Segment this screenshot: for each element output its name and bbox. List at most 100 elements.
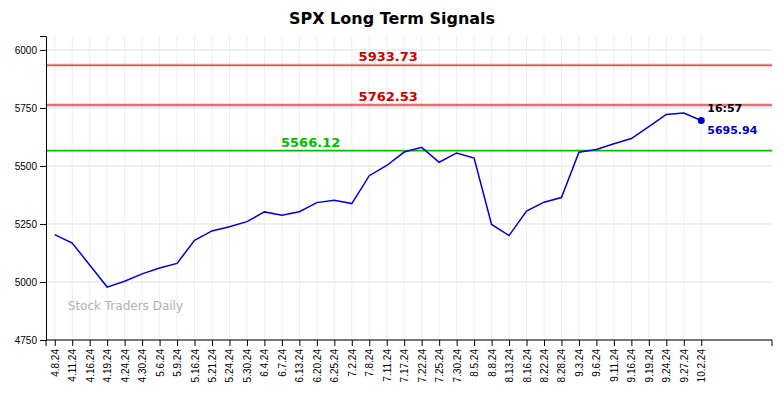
x-grid-line (229, 36, 230, 340)
plot: Stock Traders Daily5933.735762.535566.12… (15, 36, 772, 382)
x-tick-label: 9.24.24 (661, 349, 672, 383)
x-tick: 8.13.24 (504, 340, 515, 382)
x-grid-line (491, 36, 492, 340)
x-tick: 6.25.24 (329, 340, 340, 382)
y-tick-label: 5250 (15, 219, 38, 230)
x-tick-label: 6.13.24 (294, 349, 305, 383)
x-grid-line (89, 36, 90, 340)
x-tick-label: 8.22.24 (539, 349, 550, 383)
marks (46, 63, 772, 287)
x-tick-label: 5.6.24 (155, 349, 166, 377)
x-tick-mark (666, 340, 667, 346)
x-tick: 8.8.24 (487, 340, 498, 377)
x-tick: 10.2.24 (696, 340, 707, 382)
x-tick-label: 5.9.24 (172, 349, 183, 377)
x-tick-mark (334, 340, 335, 346)
x-tick-label: 8.13.24 (504, 349, 515, 383)
x-tick-mark (107, 340, 108, 346)
y-grid-line (46, 281, 772, 282)
x-tick-label: 9.19.24 (644, 349, 655, 383)
signal-label: 5933.73 (359, 49, 418, 64)
x-tick-mark (439, 340, 440, 346)
x-tick-mark (229, 340, 230, 346)
x-tick-mark (72, 340, 73, 346)
x-tick-mark (527, 340, 528, 346)
x-grid-line (701, 36, 702, 340)
x-tick: 9.24.24 (661, 340, 672, 382)
y-tick-mark (40, 50, 46, 51)
x-grid-line (474, 36, 475, 340)
last-point (698, 117, 705, 124)
x-grid-line (124, 36, 125, 340)
x-tick-label: 8.8.24 (487, 349, 498, 377)
x-tick-mark (457, 340, 458, 346)
x-tick-label: 7.2.24 (347, 349, 358, 377)
y-grid-line (46, 165, 772, 166)
x-tick-mark (509, 340, 510, 346)
y-tick-label: 4750 (15, 335, 38, 346)
x-tick: 7.30.24 (452, 340, 463, 382)
x-tick-label: 5.30.24 (242, 349, 253, 383)
x-tick-label: 4.8.24 (50, 349, 61, 377)
x-tick-label: 5.21.24 (207, 349, 218, 383)
x-tick: 9.6.24 (591, 340, 602, 377)
y-tick-label: 6000 (15, 45, 38, 56)
x-grid-line (72, 36, 73, 340)
x-grid-line (264, 36, 265, 340)
y-tick: 5250 (15, 219, 46, 230)
y-tick: 5000 (15, 277, 46, 288)
x-grid-line (54, 36, 55, 340)
x-tick-label: 9.11.24 (609, 349, 620, 382)
x-tick-mark (317, 340, 318, 346)
y-tick: 5500 (15, 161, 46, 172)
x-tick: 8.28.24 (556, 340, 567, 382)
x-grid-line (456, 36, 457, 340)
x-tick: 5.16.24 (190, 340, 201, 382)
y-tick-mark (40, 282, 46, 283)
x-grid-line (142, 36, 143, 340)
x-tick-label: 9.27.24 (679, 349, 690, 383)
x-tick-label: 4.30.24 (137, 349, 148, 383)
x-grid-line (421, 36, 422, 340)
last-price: 5695.94 (707, 124, 757, 137)
x-tick-label: 8.16.24 (522, 349, 533, 383)
x-grid-line (386, 36, 387, 340)
x-tick-label: 8.5.24 (469, 349, 480, 377)
x-tick-mark (422, 340, 423, 346)
x-tick-mark (90, 340, 91, 346)
x-tick: 4.24.24 (120, 340, 131, 382)
y-tick-mark (40, 340, 46, 341)
x-tick-mark (160, 340, 161, 346)
x-grid-line (369, 36, 370, 340)
x-tick: 9.27.24 (679, 340, 690, 382)
x-tick: 7.25.24 (434, 340, 445, 382)
x-grid-line (509, 36, 510, 340)
x-tick-label: 7.22.24 (417, 349, 428, 383)
x-axis-line (46, 340, 772, 346)
x-grid-line (683, 36, 684, 340)
x-tick: 9.3.24 (574, 340, 585, 377)
x-tick: 6.7.24 (277, 340, 288, 377)
x-tick-mark (55, 340, 56, 346)
x-grid-line (439, 36, 440, 340)
x-tick-mark (684, 340, 685, 346)
x-grid-line (316, 36, 317, 340)
x-tick-label: 5.24.24 (224, 349, 235, 383)
x-grid-line (351, 36, 352, 340)
x-tick: 7.22.24 (417, 340, 428, 382)
x-grid-line (299, 36, 300, 340)
x-tick: 4.19.24 (102, 340, 113, 382)
x-tick-label: 8.28.24 (556, 349, 567, 383)
y-tick-label: 5750 (15, 103, 38, 114)
x-tick-mark (264, 340, 265, 346)
x-tick: 5.24.24 (224, 340, 235, 382)
x-tick-label: 7.17.24 (399, 349, 410, 383)
price-line (55, 113, 702, 287)
y-grid-line (46, 223, 772, 224)
x-tick-mark (282, 340, 283, 346)
x-grid-line (648, 36, 649, 340)
x-tick: 6.20.24 (312, 340, 323, 382)
x-tick: 4.11.24 (67, 340, 78, 382)
x-grid-line (613, 36, 614, 340)
watermark: Stock Traders Daily (68, 299, 183, 313)
